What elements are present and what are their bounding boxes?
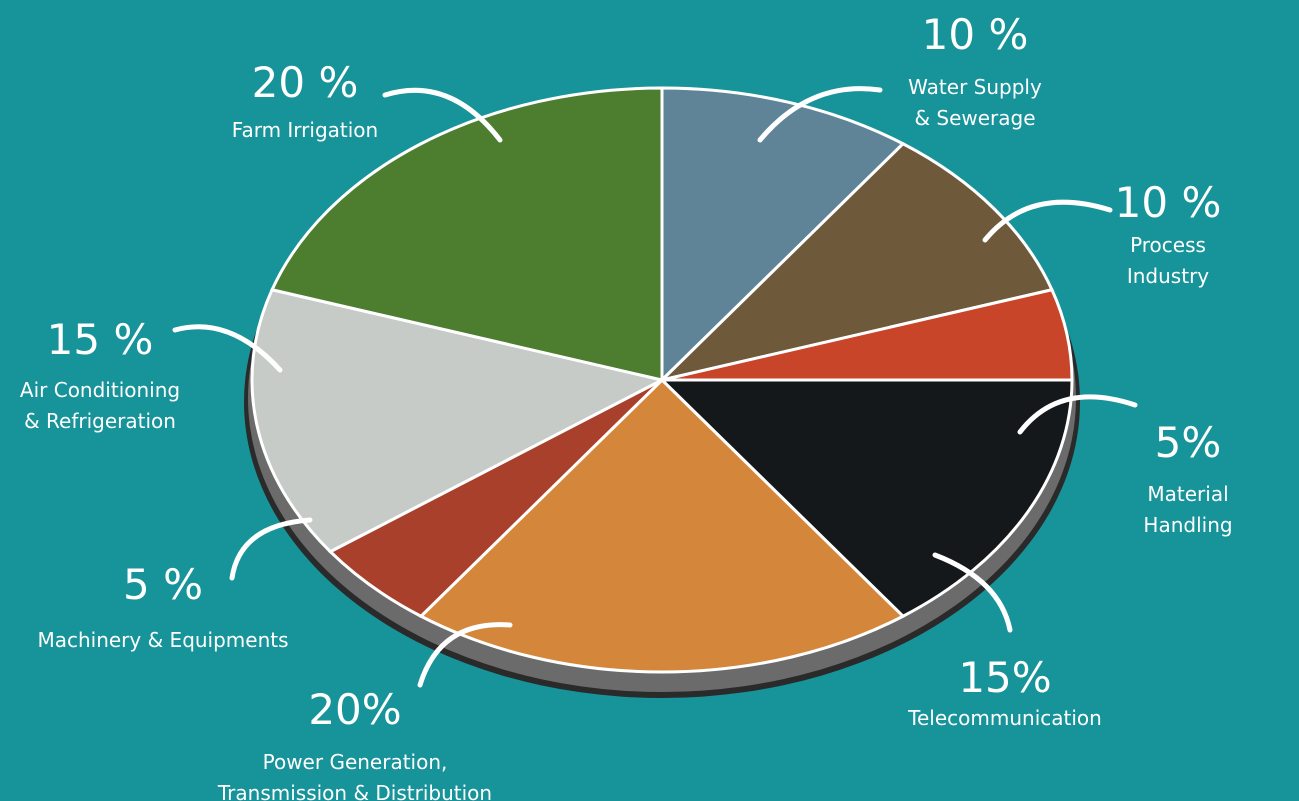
leader-line xyxy=(172,324,283,373)
value-label: 15% xyxy=(958,653,1052,702)
leader-line xyxy=(417,622,513,688)
leader-lines xyxy=(172,86,1138,688)
leader-line xyxy=(982,199,1113,243)
value-label: 15 % xyxy=(46,315,154,364)
value-label: 10 % xyxy=(1114,178,1222,227)
category-label: Process Industry xyxy=(1126,233,1210,288)
leader-line xyxy=(932,552,1013,633)
pie-slice xyxy=(418,377,906,674)
leader-line xyxy=(229,517,313,581)
pie-slice xyxy=(269,86,664,382)
pie-slice xyxy=(658,378,1074,619)
category-label: Material Handling xyxy=(1143,482,1233,537)
value-label: 5% xyxy=(1154,418,1222,467)
category-label: Power Generation, Transmission & Distrib… xyxy=(217,750,493,801)
category-label: Air Conditioning & Refrigeration xyxy=(19,378,181,433)
leader-line xyxy=(382,87,503,143)
leader-line xyxy=(1017,394,1138,435)
pie-slice xyxy=(660,86,906,384)
category-label: Machinery & Equipments xyxy=(37,628,289,652)
slices xyxy=(250,86,1074,674)
leader-line xyxy=(757,86,883,143)
pie-slice xyxy=(657,141,1055,383)
value-label: 10 % xyxy=(921,10,1029,59)
category-label: Water Supply & Sewerage xyxy=(908,75,1042,130)
pie-slice xyxy=(250,288,667,554)
value-label: 20 % xyxy=(251,58,359,107)
value-label: 20% xyxy=(308,685,402,734)
category-label: Farm Irrigation xyxy=(231,118,379,142)
value-label: 5 % xyxy=(123,560,203,609)
category-label: Telecommunication xyxy=(908,706,1102,730)
